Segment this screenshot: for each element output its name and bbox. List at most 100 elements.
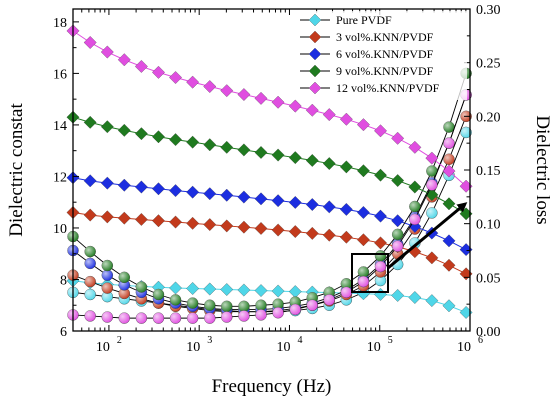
loss-line (72, 94, 467, 319)
loss-point-highlight (170, 312, 182, 324)
loss-point-highlight (221, 311, 233, 323)
constant-point (186, 185, 200, 199)
legend-label: 12 vol%.KNN/PVDF (336, 81, 440, 95)
x-tick-exponent: 3 (207, 335, 212, 346)
loss-point-highlight (221, 300, 233, 312)
loss-point-highlight (204, 299, 216, 311)
loss-point-highlight (135, 312, 147, 324)
axes: 10 2 10 3 10 4 10 5 10 6 6 8 10 12 14 16 18 0.00 0.05 0.10 0… (53, 3, 501, 355)
loss-point-highlight (101, 282, 113, 294)
loss-point-highlight (101, 311, 113, 323)
constant-point (100, 120, 114, 134)
constant-point (425, 251, 439, 265)
x-tick-label: 10 (186, 340, 200, 355)
constant-point (186, 135, 200, 149)
loss-point-highlight (238, 310, 250, 322)
constant-point (169, 133, 182, 147)
loss-point-highlight (204, 312, 216, 324)
constant-point (100, 45, 114, 59)
y-right-tick-label: 0.25 (476, 57, 501, 72)
constant-point (374, 168, 387, 182)
y-right-tick-label: 0.20 (476, 110, 501, 125)
constant-point (237, 88, 251, 101)
constant-point (117, 123, 131, 137)
constant-point (442, 164, 456, 178)
x-tick-exponent: 2 (117, 335, 122, 346)
constant-point (305, 198, 319, 211)
y-left-tick-label: 10 (53, 222, 67, 237)
loss-point-highlight (101, 291, 113, 303)
legend-marker (308, 81, 322, 95)
loss-point-highlight (460, 126, 472, 138)
constant-point (83, 115, 97, 129)
loss-point-highlight (340, 278, 352, 290)
constant-point (442, 258, 456, 272)
constant-point (169, 281, 182, 295)
loss-point-highlight (84, 310, 96, 322)
loss-point-highlight (357, 276, 369, 288)
y-left-axis-title: Dielectric constat (6, 103, 27, 237)
constant-point (100, 210, 114, 224)
constant-line (72, 212, 467, 275)
constant-point (339, 112, 353, 126)
loss-point-highlight (426, 165, 438, 177)
constant-point (288, 285, 302, 298)
constant-point (391, 131, 405, 145)
constant-point (254, 192, 268, 206)
constant-point (220, 188, 234, 202)
constant-point (203, 138, 217, 152)
y-right-tick-label: 0.05 (476, 271, 501, 286)
constant-point (322, 200, 336, 214)
loss-point-highlight (409, 213, 421, 225)
series-5 (66, 24, 473, 324)
constant-point (220, 84, 234, 98)
constant-point (374, 288, 387, 301)
loss-point-highlight (426, 207, 438, 219)
loss-point-highlight (238, 300, 250, 312)
constant-point (186, 216, 200, 230)
constant-point (391, 289, 405, 302)
y-right-tick-label: 0.30 (476, 3, 501, 18)
constant-point (271, 95, 285, 109)
constant-point (322, 228, 336, 242)
constant-point (186, 75, 200, 89)
loss-point-highlight (272, 298, 284, 310)
loss-point-highlight (443, 121, 455, 133)
x-tick-label: 10 (367, 340, 381, 355)
legend-marker (308, 47, 322, 61)
constant-point (117, 178, 131, 192)
constant-point (254, 222, 268, 235)
loss-point-highlight (426, 179, 438, 191)
loss-point-highlight (323, 294, 335, 306)
constant-point (408, 220, 422, 233)
y-left-tick-label: 6 (60, 325, 67, 340)
constant-point (305, 103, 319, 117)
constant-point (100, 176, 114, 190)
constant-point (425, 151, 439, 165)
legend-marker (308, 64, 322, 78)
constant-point (220, 219, 234, 233)
constant-point (152, 65, 165, 79)
constant-point (152, 214, 165, 228)
constant-point (322, 108, 336, 122)
series-4 (66, 67, 473, 313)
legend-label: 9 vol%.KNN/PVDF (336, 64, 434, 78)
constant-point (322, 157, 336, 170)
y-right-tick-label: 0.15 (476, 164, 501, 179)
loss-point-highlight (135, 281, 147, 293)
constant-point (186, 282, 200, 295)
constant-point (83, 174, 97, 188)
constant-point (339, 203, 353, 216)
constant-point (169, 71, 182, 84)
loss-line (72, 73, 467, 307)
constant-point (305, 226, 319, 240)
loss-point-highlight (152, 312, 164, 324)
loss-point-highlight (170, 294, 182, 306)
loss-point-highlight (375, 250, 387, 262)
loss-point-highlight (84, 289, 96, 301)
constant-point (134, 60, 148, 73)
constant-point (271, 223, 285, 237)
constant-point (271, 194, 285, 208)
loss-point-highlight (84, 276, 96, 288)
constant-point (374, 124, 387, 138)
